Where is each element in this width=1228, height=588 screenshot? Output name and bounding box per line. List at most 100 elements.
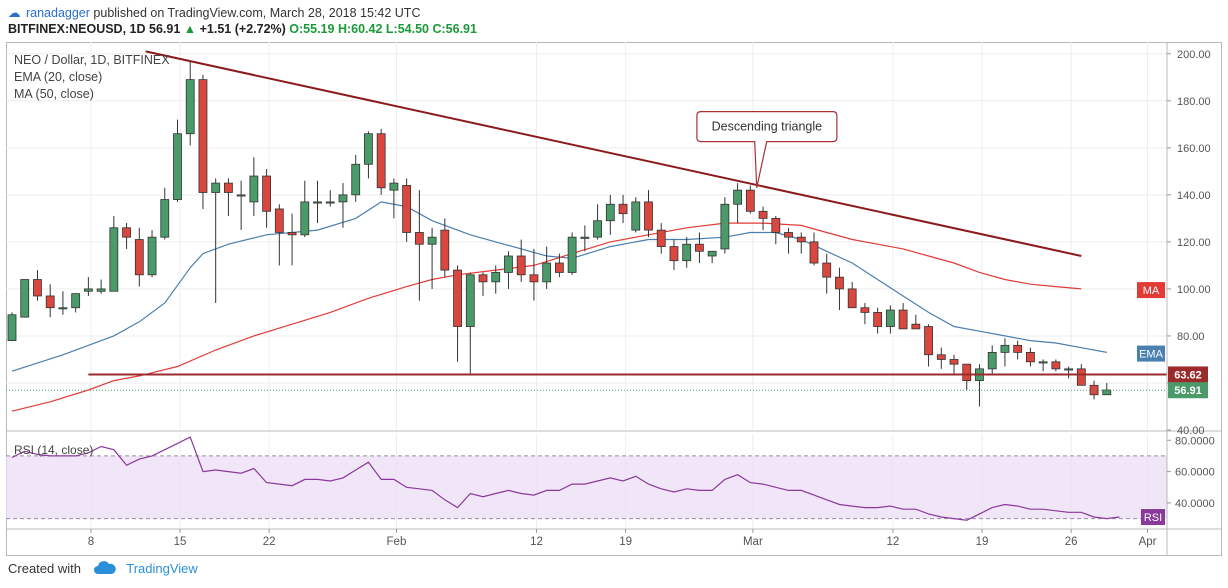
candle [1051, 359, 1061, 372]
candle-body [389, 182, 399, 191]
author-link[interactable]: ranadagger [25, 6, 90, 20]
candle-body [287, 232, 297, 236]
price-chart-svg[interactable]: Descending triangle 40.0060.0080.00100.0… [6, 42, 1222, 556]
candle [898, 303, 908, 330]
candle-body [618, 203, 628, 215]
candle [758, 206, 768, 231]
candle [224, 178, 233, 217]
rsi-band [6, 455, 1167, 519]
candle-body [45, 295, 55, 309]
price-tick-label: 120.00 [1177, 237, 1211, 249]
candle [593, 204, 602, 240]
candle-body [720, 203, 730, 250]
symbol-info: BITFINEX:NEOUSD, 1D 56.91 ▲ +1.51 (+2.72… [8, 22, 477, 36]
ma-tag-text: MA [1143, 285, 1160, 297]
candle [618, 194, 628, 224]
axes-group: 40.0060.0080.00100.00120.00140.00160.001… [6, 42, 1222, 556]
candle-body [987, 351, 997, 370]
legend-group: NEO / Dollar, 1D, BITFINEX EMA (20, clos… [14, 53, 170, 457]
candle-body [605, 203, 615, 222]
price-tick-label: 140.00 [1177, 190, 1211, 202]
support-badge-text: 63.62 [1174, 369, 1202, 381]
candle-body [949, 359, 959, 365]
candle [873, 307, 883, 334]
candle [516, 239, 526, 282]
ma-line [11, 222, 1082, 412]
candle-body [478, 274, 488, 283]
chart-header: ☁ ranadagger published on TradingView.co… [0, 0, 1228, 42]
tradingview-link[interactable]: TradingView [126, 561, 198, 576]
candle-body [682, 243, 692, 262]
candle-body [669, 246, 679, 262]
candle [822, 253, 832, 294]
time-tick-label: Apr [1139, 536, 1157, 548]
candle [440, 218, 450, 278]
candle [109, 216, 119, 292]
support-badge [1168, 366, 1208, 383]
candle [7, 312, 17, 342]
levels-group [6, 50, 1167, 391]
candle-body [300, 201, 310, 236]
candle [376, 129, 386, 195]
candle [211, 178, 221, 304]
candle-body [656, 229, 666, 247]
candle [414, 190, 424, 301]
annotation-callout[interactable] [696, 111, 838, 188]
candle-body [20, 279, 30, 318]
candle [720, 197, 730, 254]
candle [287, 213, 297, 266]
candle-body [873, 312, 883, 327]
candle-body [924, 326, 933, 356]
candle-body [109, 227, 119, 292]
candle [1026, 347, 1035, 367]
candle-body [185, 79, 195, 135]
ema-tag-text: EMA [1139, 349, 1164, 361]
ema-tag [1137, 345, 1165, 362]
ema-line [11, 201, 1107, 372]
time-tick-label: 26 [1065, 536, 1078, 548]
candle [1000, 338, 1010, 367]
candle-body [224, 182, 233, 193]
candle [402, 178, 412, 242]
low-value: L:54.50 [385, 22, 429, 36]
time-tick-label: 22 [263, 536, 276, 548]
chart-title: NEO / Dollar, 1D, BITFINEX [14, 53, 170, 67]
candle-body [771, 217, 781, 233]
candle-body [504, 255, 513, 273]
candle-body [758, 210, 768, 219]
time-tick-label: 15 [174, 536, 187, 548]
candle-body [465, 274, 475, 327]
price-tick-label: 160.00 [1177, 143, 1211, 155]
candle [249, 157, 259, 217]
candle-body [211, 182, 221, 193]
time-tick-label: Mar [743, 536, 763, 548]
candle [860, 303, 870, 325]
candle [427, 227, 437, 289]
candle-body [96, 288, 106, 292]
candle [1102, 382, 1112, 396]
candle [835, 267, 844, 311]
candle-body [7, 314, 17, 342]
candle-body [796, 236, 806, 243]
candle [338, 183, 348, 228]
candle [542, 246, 552, 289]
candle-body [542, 262, 552, 283]
rsi-tag [1141, 509, 1165, 526]
candle-body [414, 232, 424, 245]
candle-body [529, 274, 539, 283]
symbol-label: BITFINEX:NEOUSD, 1D [8, 22, 146, 36]
candle [122, 223, 131, 249]
indicator-lines [11, 201, 1120, 521]
candle [695, 232, 704, 264]
legend-ma: MA (50, close) [14, 87, 94, 101]
candle-body [593, 220, 602, 238]
candle [987, 345, 997, 374]
price-grid [6, 42, 1167, 430]
chart-area[interactable]: Descending triangle 40.0060.0080.00100.0… [6, 42, 1222, 556]
candle [784, 227, 793, 254]
rsi-tick-label: 80.0000 [1175, 435, 1215, 447]
candle [529, 248, 539, 301]
last-price: 56.91 [149, 22, 181, 36]
candle [885, 305, 895, 334]
candle [147, 230, 157, 278]
